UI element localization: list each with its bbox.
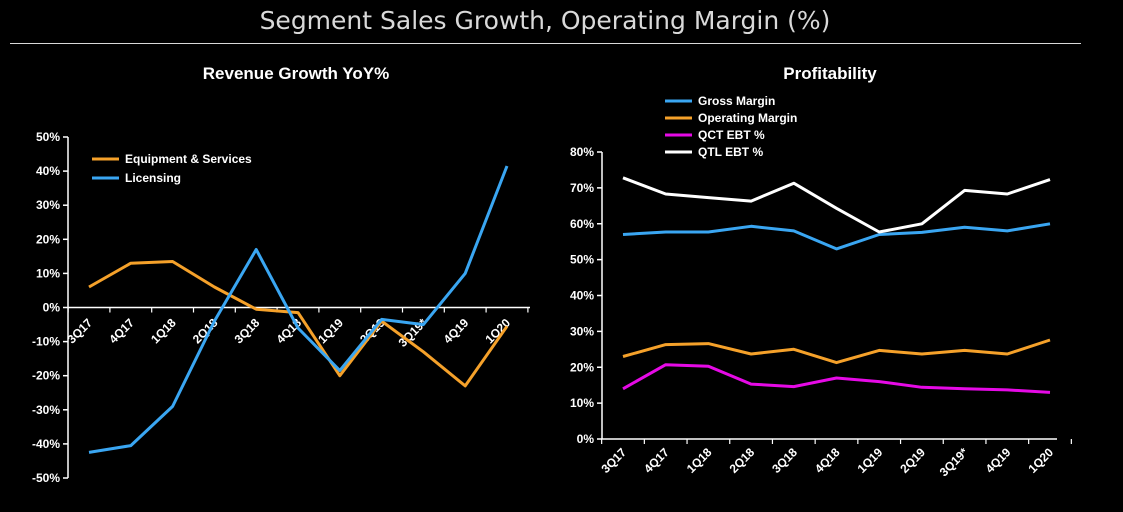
y-tick-label: 40%	[36, 164, 60, 178]
x-tick-label: 3Q18	[232, 315, 263, 346]
x-tick-label: 4Q19	[441, 315, 472, 346]
series-line-qct-ebt-	[622, 363, 1051, 394]
x-tick-label: 2Q19	[897, 445, 928, 476]
series-line-licensing	[88, 165, 509, 454]
y-tick-label: 40%	[570, 289, 594, 303]
legend-label: Equipment & Services	[125, 152, 252, 166]
revenue-growth-chart: Revenue Growth YoY% 50% 40% 30% 20% 10% 0% -10%…	[32, 64, 530, 485]
y-tick-label: 20%	[570, 360, 594, 374]
page-title: Segment Sales Growth, Operating Margin (…	[259, 6, 831, 35]
y-tick-label: 60%	[570, 217, 594, 231]
y-tick-label: 10%	[570, 396, 594, 410]
x-tick-label: 4Q17	[106, 315, 137, 346]
title-divider	[10, 43, 1081, 44]
x-tick-label: 3Q17	[64, 315, 95, 346]
x-tick-label: 1Q18	[148, 315, 179, 346]
profitability-chart: Profitability80%70%60%50%40%30%20%10%0%3…	[570, 64, 1072, 479]
legend-label: Operating Margin	[698, 111, 797, 125]
series-line-qtl-ebt-	[622, 176, 1051, 234]
x-tick-label: 4Q17	[641, 445, 672, 476]
legend-label: QTL EBT %	[698, 145, 763, 159]
legend-label: Licensing	[125, 171, 181, 185]
legend-label: QCT EBT %	[698, 128, 765, 142]
y-tick-label: 10%	[36, 266, 60, 280]
series-line-gross-margin	[622, 222, 1051, 251]
y-tick-label: 0%	[43, 301, 61, 315]
x-tick-label: 2Q18	[727, 445, 758, 476]
x-tick-label: 1Q19	[315, 315, 346, 346]
y-tick-label: -30%	[32, 403, 60, 417]
y-tick-label: 0%	[577, 432, 595, 446]
chart-title: Revenue Growth YoY%	[203, 64, 389, 83]
y-tick-label: 50%	[570, 253, 594, 267]
y-tick-label: -20%	[32, 369, 60, 383]
legend-label: Gross Margin	[698, 94, 775, 108]
y-tick-label: -50%	[32, 471, 60, 485]
x-tick-label: 1Q18	[684, 445, 715, 476]
x-tick-label: 1Q19	[855, 445, 886, 476]
series-line-operating-margin	[622, 338, 1051, 365]
y-tick-label: 80%	[570, 145, 594, 159]
y-tick-label: 30%	[570, 324, 594, 338]
series-line-equipment-services	[88, 260, 509, 388]
chart-title: Profitability	[783, 64, 877, 83]
x-tick-label: 3Q18	[769, 445, 800, 476]
y-tick-label: 50%	[36, 130, 60, 144]
x-tick-label: 4Q19	[983, 445, 1014, 476]
y-tick-label: 30%	[36, 198, 60, 212]
y-tick-label: -40%	[32, 437, 60, 451]
x-tick-label: 3Q17	[598, 445, 629, 476]
x-tick-label: 3Q19*	[937, 445, 971, 479]
x-tick-label: 4Q18	[812, 445, 843, 476]
y-tick-label: 70%	[570, 181, 594, 195]
y-tick-label: -10%	[32, 335, 60, 349]
y-tick-label: 20%	[36, 232, 60, 246]
x-tick-label: 1Q20	[1025, 445, 1056, 476]
